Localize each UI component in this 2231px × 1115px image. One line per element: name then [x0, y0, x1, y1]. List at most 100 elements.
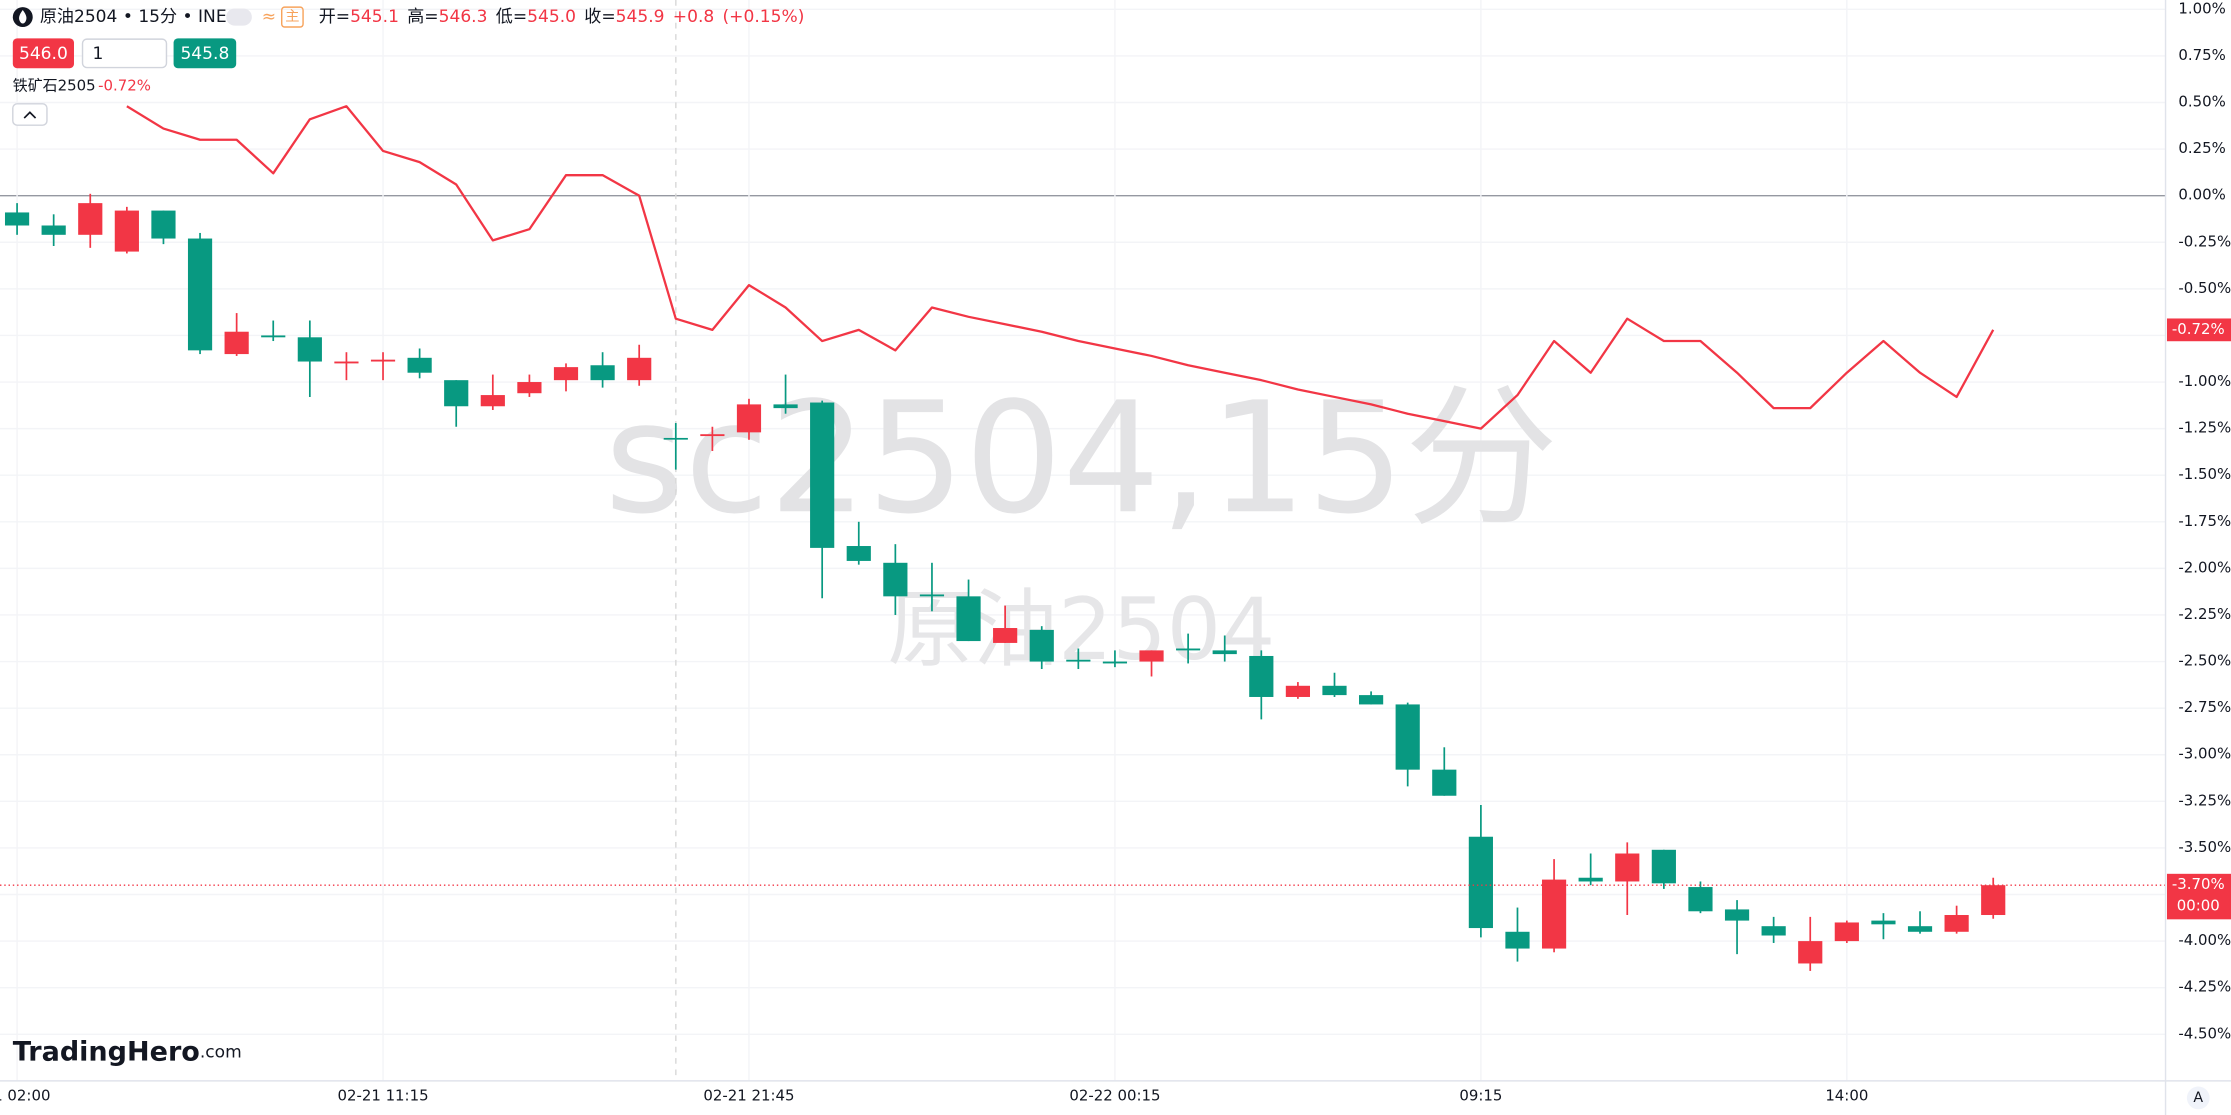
last-price-tag	[2166, 873, 2231, 920]
candle-body	[1322, 685, 1347, 696]
candle-body	[736, 404, 762, 433]
candle-body	[590, 365, 615, 381]
candle-body	[1029, 629, 1054, 662]
candle-body	[1395, 704, 1420, 770]
candle-body	[1139, 650, 1164, 662]
candle-body	[1359, 695, 1384, 705]
last-price-label: -3.70%	[2172, 875, 2225, 893]
logo: TradingHero.com	[13, 1036, 242, 1067]
y-tick-label: -4.00%	[2178, 931, 2231, 949]
y-tick-label: -4.50%	[2178, 1024, 2231, 1042]
y-tick-label: 0.50%	[2178, 92, 2225, 110]
candle-body	[1212, 650, 1237, 655]
x-tick-label: 09:15	[1459, 1087, 1502, 1105]
x-tick-label: 21 02:00	[0, 1087, 50, 1105]
buy-price[interactable]: 545.8	[180, 44, 229, 64]
candle-body	[627, 357, 652, 381]
candle-body	[1102, 661, 1128, 664]
compare-icon[interactable]: ≈	[262, 7, 276, 27]
candle-body	[1724, 909, 1750, 921]
compare-tag-label: -0.72%	[2172, 320, 2225, 338]
compare-line	[126, 105, 1995, 430]
sell-price[interactable]: 546.0	[19, 44, 68, 64]
collapse-chevron	[23, 111, 37, 119]
candle-body	[1615, 853, 1640, 882]
candle-body	[810, 402, 835, 548]
ohlc: 开=545.1 高=546.3 低=545.0 收=545.9 +0.8 (+0…	[319, 7, 805, 27]
candle-body	[480, 395, 505, 407]
compare-tag	[2166, 318, 2231, 342]
candle-body	[956, 596, 981, 642]
candle-body	[334, 361, 359, 364]
y-tick-label: -1.00%	[2178, 372, 2231, 390]
symbol-icon-drop	[19, 9, 27, 24]
candle-body	[1505, 931, 1530, 949]
y-tick-label: 1.00%	[2178, 0, 2225, 17]
candle-body	[114, 210, 139, 252]
quantity-input[interactable]	[81, 38, 168, 69]
candle-body	[919, 594, 945, 597]
candle-body	[444, 380, 469, 407]
symbol-title[interactable]: 原油2504 • 15分 • INE	[40, 7, 227, 27]
watermark-sub: 原油2504	[887, 581, 1275, 680]
auto-scale-label[interactable]: A	[2193, 1090, 2203, 1106]
x-tick-label: 02-22 00:15	[1069, 1087, 1160, 1105]
candle-body	[773, 404, 798, 409]
candle-body	[1468, 836, 1493, 929]
y-tick-label: -1.75%	[2178, 512, 2231, 530]
candle-body	[846, 546, 871, 561]
y-tick-label: -2.50%	[2178, 652, 2231, 670]
y-tick-label: -2.00%	[2178, 558, 2231, 576]
logo-name: TradingHero	[13, 1036, 200, 1067]
candle-body	[1688, 887, 1713, 912]
y-tick-label: -3.00%	[2178, 745, 2231, 763]
candle-body	[261, 335, 286, 338]
visibility-toggle[interactable]	[226, 8, 252, 26]
candle-body	[1944, 915, 1969, 932]
y-tick-label: 0.25%	[2178, 139, 2225, 157]
candle-body	[1285, 685, 1311, 697]
candle-body	[1651, 849, 1676, 884]
change: +0.8	[673, 7, 714, 27]
y-tick-label: 0.75%	[2178, 46, 2225, 64]
quantity[interactable]: 1	[92, 44, 103, 64]
badge[interactable]: 主	[285, 8, 299, 25]
candle-body	[41, 225, 66, 235]
candle-body	[370, 359, 396, 362]
candle-body	[1249, 655, 1274, 697]
auto-scale-button[interactable]	[2186, 1086, 2210, 1110]
y-tick-label: -2.75%	[2178, 698, 2231, 716]
collapse-button[interactable]	[12, 103, 48, 126]
candle-body	[1834, 922, 1859, 942]
plot	[0, 105, 2166, 971]
grid	[0, 0, 2166, 1081]
y-tick-label: -3.25%	[2178, 791, 2231, 809]
candle-body	[224, 331, 249, 355]
logo-suffix: .com	[200, 1042, 242, 1062]
sell-button[interactable]	[12, 38, 74, 69]
candle-body	[1432, 769, 1457, 796]
candle-body	[1541, 879, 1567, 949]
ohlc-value: 545.9	[616, 7, 665, 27]
candle-body	[1798, 941, 1823, 964]
candle-body	[1176, 648, 1201, 651]
watermark: sc2504,15分	[605, 369, 1559, 548]
candle-body	[1066, 659, 1091, 662]
candle-body	[1761, 926, 1786, 936]
candle-body	[1871, 920, 1896, 925]
candle-body	[187, 238, 213, 351]
ohlc-value: 545.0	[527, 7, 576, 27]
y-tick-label: -1.50%	[2178, 465, 2231, 483]
buy-button[interactable]	[173, 38, 237, 69]
compare-legend-name: 铁矿石2505	[13, 77, 96, 95]
candle-body	[151, 210, 176, 239]
countdown: 00:00	[2177, 897, 2220, 915]
change-pct: (+0.15%)	[723, 7, 805, 27]
ohlc-value: 545.1	[350, 7, 399, 27]
y-tick-label: -2.25%	[2178, 605, 2231, 623]
compare-legend-value: -0.72%	[98, 77, 151, 95]
candle-body	[78, 203, 103, 235]
candle-body	[407, 357, 432, 373]
y-tick-label: -1.25%	[2178, 419, 2231, 437]
